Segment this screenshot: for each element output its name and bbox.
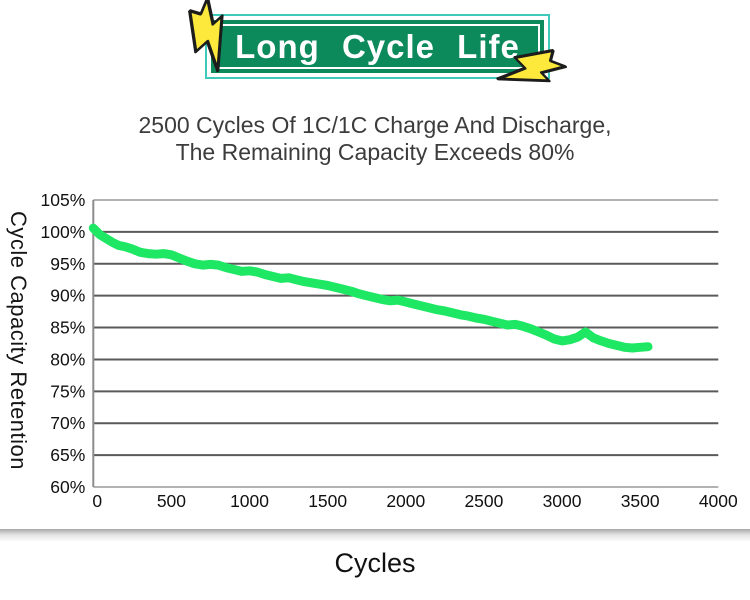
lightning-bolt-icon: [496, 48, 568, 83]
sign-board-face: Long Cycle Life: [211, 20, 544, 73]
y-tick-label: 65%: [50, 445, 85, 465]
y-tick-label: 105%: [41, 190, 86, 210]
lightning-bolt-shape: [188, 0, 224, 73]
x-tick-label: 2500: [464, 491, 503, 511]
x-tick-label: 0: [92, 491, 102, 511]
y-tick-label: 75%: [50, 381, 85, 401]
sign-board: Long Cycle Life: [205, 14, 550, 79]
x-tick-label: 3500: [621, 491, 660, 511]
lightning-bolt-shape: [496, 48, 568, 83]
y-axis-title: Cycle Capacity Retention: [6, 211, 31, 471]
divider-shadow: [0, 529, 750, 542]
x-tick-label: 2000: [386, 491, 425, 511]
y-tick-label: 95%: [50, 254, 85, 274]
y-tick-label: 60%: [50, 477, 85, 497]
y-tick-label: 100%: [41, 222, 86, 242]
y-tick-label: 70%: [50, 413, 85, 433]
x-tick-label: 1000: [230, 491, 269, 511]
x-axis-title: Cycles: [334, 548, 416, 578]
y-tick-label: 90%: [50, 286, 85, 306]
x-tick-label: 1500: [308, 491, 347, 511]
x-tick-label: 500: [157, 491, 186, 511]
x-tick-label: 4000: [699, 491, 738, 511]
line-chart: 105% 100% 95% 90% 85% 80% 75% 70% 65% 60% 0 500 1000…: [41, 190, 738, 511]
subtitle-line-1: 2500 Cycles Of 1C/1C Charge And Discharg…: [138, 112, 612, 138]
lightning-bolt-icon: [188, 0, 224, 73]
subtitle-line-2: The Remaining Capacity Exceeds 80%: [175, 139, 575, 165]
x-tick-label: 3000: [543, 491, 582, 511]
banner-title: Long Cycle Life: [235, 27, 520, 65]
y-tick-label: 85%: [50, 318, 85, 338]
y-tick-label: 80%: [50, 349, 85, 369]
chart-subtitle: 2500 Cycles Of 1C/1C Charge And Discharg…: [0, 112, 750, 166]
capacity-retention-line: [88, 223, 653, 353]
